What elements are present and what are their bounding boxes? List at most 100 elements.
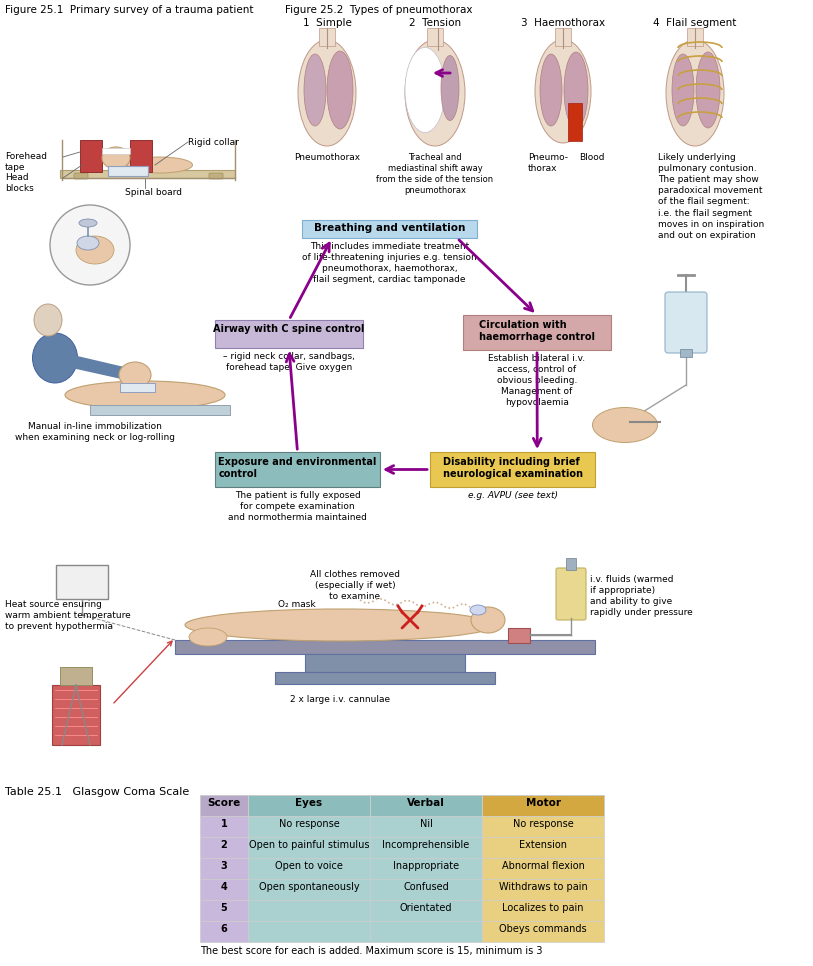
Text: Pneumo-
thorax: Pneumo- thorax [528, 153, 568, 173]
FancyBboxPatch shape [74, 173, 88, 179]
FancyBboxPatch shape [200, 816, 248, 837]
Text: 6: 6 [220, 924, 228, 934]
FancyBboxPatch shape [248, 921, 370, 942]
FancyBboxPatch shape [427, 28, 443, 46]
Text: i.v. fluids (warmed
if appropriate)
and ability to give
rapidly under pressure: i.v. fluids (warmed if appropriate) and … [590, 575, 693, 617]
FancyBboxPatch shape [200, 837, 248, 858]
Text: 4: 4 [220, 882, 228, 892]
Text: Incomprehensible: Incomprehensible [382, 840, 470, 850]
FancyBboxPatch shape [248, 837, 370, 858]
Ellipse shape [441, 55, 459, 121]
Text: Nil: Nil [420, 819, 433, 829]
Text: All clothes removed
(especially if wet)
to examine: All clothes removed (especially if wet) … [310, 570, 400, 601]
FancyBboxPatch shape [665, 292, 707, 353]
FancyBboxPatch shape [482, 795, 604, 816]
FancyBboxPatch shape [52, 685, 100, 745]
Text: 3: 3 [220, 861, 228, 871]
FancyBboxPatch shape [130, 140, 152, 172]
Ellipse shape [405, 47, 445, 132]
Text: Table 25.1   Glasgow Coma Scale: Table 25.1 Glasgow Coma Scale [5, 787, 189, 797]
FancyBboxPatch shape [248, 858, 370, 879]
FancyBboxPatch shape [305, 654, 465, 672]
Ellipse shape [696, 52, 720, 128]
FancyBboxPatch shape [680, 349, 692, 357]
Text: O₂ mask: O₂ mask [278, 600, 315, 609]
FancyBboxPatch shape [482, 900, 604, 921]
FancyBboxPatch shape [215, 452, 380, 487]
FancyBboxPatch shape [555, 28, 571, 46]
Text: Pneumothorax: Pneumothorax [294, 153, 360, 162]
FancyBboxPatch shape [56, 565, 108, 599]
Text: Forehead
tape: Forehead tape [5, 152, 47, 172]
Text: 5: 5 [220, 903, 228, 913]
Text: 2: 2 [220, 840, 228, 850]
Text: Exposure and environmental
control: Exposure and environmental control [219, 457, 376, 479]
Ellipse shape [76, 236, 114, 264]
FancyBboxPatch shape [319, 28, 335, 46]
FancyBboxPatch shape [370, 816, 482, 837]
Ellipse shape [564, 52, 588, 128]
Ellipse shape [540, 54, 562, 126]
Text: Figure 25.1  Primary survey of a trauma patient: Figure 25.1 Primary survey of a trauma p… [5, 5, 254, 15]
Text: – rigid neck collar, sandbags,
forehead tape. Give oxygen: – rigid neck collar, sandbags, forehead … [223, 352, 355, 372]
Text: No response: No response [513, 819, 573, 829]
FancyBboxPatch shape [370, 837, 482, 858]
FancyBboxPatch shape [175, 640, 595, 654]
Text: °C: °C [90, 572, 98, 578]
FancyBboxPatch shape [209, 173, 223, 179]
Text: Manual in-line immobilization
when examining neck or log-rolling: Manual in-line immobilization when exami… [15, 422, 175, 442]
Ellipse shape [672, 54, 694, 126]
Ellipse shape [128, 157, 193, 173]
Text: 1  Simple: 1 Simple [302, 18, 351, 28]
Text: Open spontaneously: Open spontaneously [259, 882, 359, 892]
Ellipse shape [298, 40, 356, 146]
Text: 1: 1 [220, 819, 228, 829]
Ellipse shape [65, 381, 225, 409]
FancyBboxPatch shape [248, 816, 370, 837]
FancyBboxPatch shape [302, 220, 477, 238]
FancyBboxPatch shape [108, 166, 148, 176]
Ellipse shape [405, 40, 465, 146]
Text: Verbal: Verbal [407, 798, 445, 808]
Ellipse shape [79, 219, 97, 227]
Text: Figure 25.2  Types of pneumothorax: Figure 25.2 Types of pneumothorax [285, 5, 472, 15]
Text: Likely underlying
pulmonary contusion.
The patient may show
paradoxical movement: Likely underlying pulmonary contusion. T… [658, 153, 764, 240]
Ellipse shape [33, 333, 77, 383]
Ellipse shape [119, 362, 151, 388]
FancyBboxPatch shape [200, 921, 248, 942]
FancyBboxPatch shape [482, 858, 604, 879]
Text: No response: No response [279, 819, 339, 829]
Text: Breathing and ventilation: Breathing and ventilation [314, 223, 465, 233]
Text: Score: Score [207, 798, 241, 808]
Ellipse shape [593, 408, 658, 442]
Text: Blood: Blood [579, 153, 605, 162]
Text: 4  Flail segment: 4 Flail segment [654, 18, 737, 28]
FancyBboxPatch shape [200, 900, 248, 921]
FancyBboxPatch shape [482, 921, 604, 942]
Text: Heat source ensuring
warm ambient temperature
to prevent hypothermia: Heat source ensuring warm ambient temper… [5, 600, 131, 631]
FancyBboxPatch shape [556, 568, 586, 620]
FancyBboxPatch shape [275, 672, 495, 684]
FancyBboxPatch shape [482, 816, 604, 837]
Text: Head
blocks: Head blocks [5, 173, 34, 193]
FancyBboxPatch shape [482, 879, 604, 900]
Ellipse shape [666, 40, 724, 146]
Text: This includes immediate treatment
of life-threatening injuries e.g. tension
pneu: This includes immediate treatment of lif… [302, 242, 477, 284]
FancyBboxPatch shape [248, 795, 370, 816]
FancyBboxPatch shape [60, 667, 92, 685]
Text: Tracheal and
mediastinal shift away
from the side of the tension
pneumothorax: Tracheal and mediastinal shift away from… [376, 153, 493, 195]
Text: Orientated: Orientated [400, 903, 452, 913]
Text: Establish bilateral i.v.
access, control of
obvious bleeding.
Management of
hypo: Establish bilateral i.v. access, control… [489, 354, 585, 408]
FancyBboxPatch shape [80, 140, 102, 172]
Text: Inappropriate: Inappropriate [393, 861, 459, 871]
FancyBboxPatch shape [248, 900, 370, 921]
Text: Abnormal flexion: Abnormal flexion [502, 861, 585, 871]
Text: Spinal board: Spinal board [125, 188, 182, 197]
FancyBboxPatch shape [482, 837, 604, 858]
FancyBboxPatch shape [90, 405, 230, 415]
Ellipse shape [185, 609, 495, 641]
FancyBboxPatch shape [687, 28, 703, 46]
Text: 2  Tension: 2 Tension [409, 18, 461, 28]
Text: The best score for each is added. Maximum score is 15, minimum is 3: The best score for each is added. Maximu… [200, 946, 542, 956]
Text: Confused: Confused [403, 882, 449, 892]
